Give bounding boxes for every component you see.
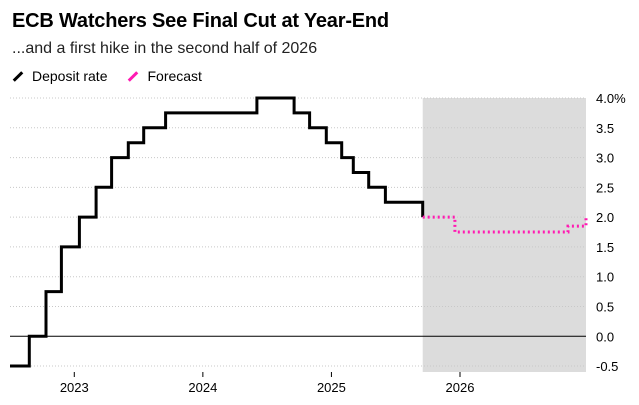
- legend-item-deposit-rate: Deposit rate: [12, 68, 107, 84]
- y-tick-label: 2.0: [596, 210, 614, 225]
- x-tick-label: 2023: [60, 380, 89, 395]
- y-tick-label: 0.0: [596, 329, 614, 344]
- y-tick-label: 1.5: [596, 240, 614, 255]
- series-deposit-rate-line: [10, 96, 425, 368]
- legend-label-deposit-rate: Deposit rate: [32, 68, 108, 84]
- series-forecast-line: [422, 215, 588, 234]
- x-tick-label: 2025: [317, 380, 346, 395]
- chart-title: ECB Watchers See Final Cut at Year-End: [12, 10, 389, 32]
- chart-subtitle: ...and a first hike in the second half o…: [12, 40, 318, 57]
- x-tick-label: 2024: [188, 380, 217, 395]
- legend-item-forecast: Forecast: [127, 68, 202, 84]
- y-tick-label: -0.5: [596, 359, 618, 374]
- y-tick-label: 3.0: [596, 151, 614, 166]
- y-tick-label: 0.5: [596, 299, 614, 314]
- forecast-shaded-region: [422, 98, 586, 372]
- y-tick-label: 3.5: [596, 121, 614, 136]
- x-tick-label: 2026: [446, 380, 475, 395]
- legend-label-forecast: Forecast: [147, 68, 202, 84]
- y-tick-label: 2.5: [596, 180, 614, 195]
- y-tick-label: 1.0: [596, 270, 614, 285]
- y-tick-label: 4.0%: [596, 91, 626, 106]
- chart-legend: Deposit rate Forecast: [12, 68, 222, 84]
